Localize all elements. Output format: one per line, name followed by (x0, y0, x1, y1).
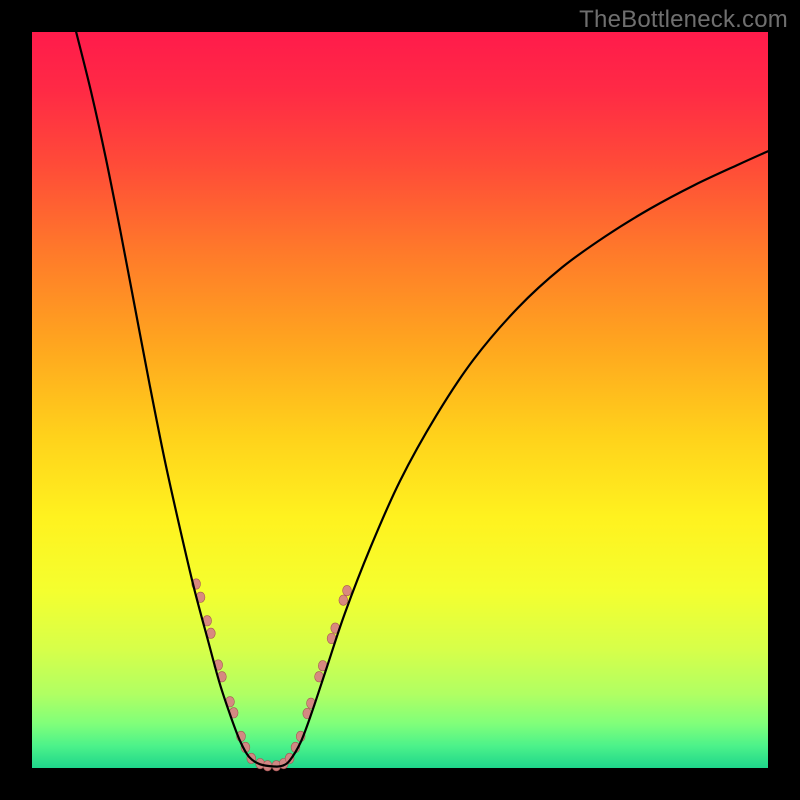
watermark-text: TheBottleneck.com (579, 6, 788, 34)
plot-frame (32, 32, 768, 768)
bottleneck-curve (76, 32, 768, 767)
data-markers (192, 579, 352, 771)
data-marker (343, 585, 352, 595)
chart-svg (32, 32, 768, 768)
data-marker (339, 595, 348, 605)
